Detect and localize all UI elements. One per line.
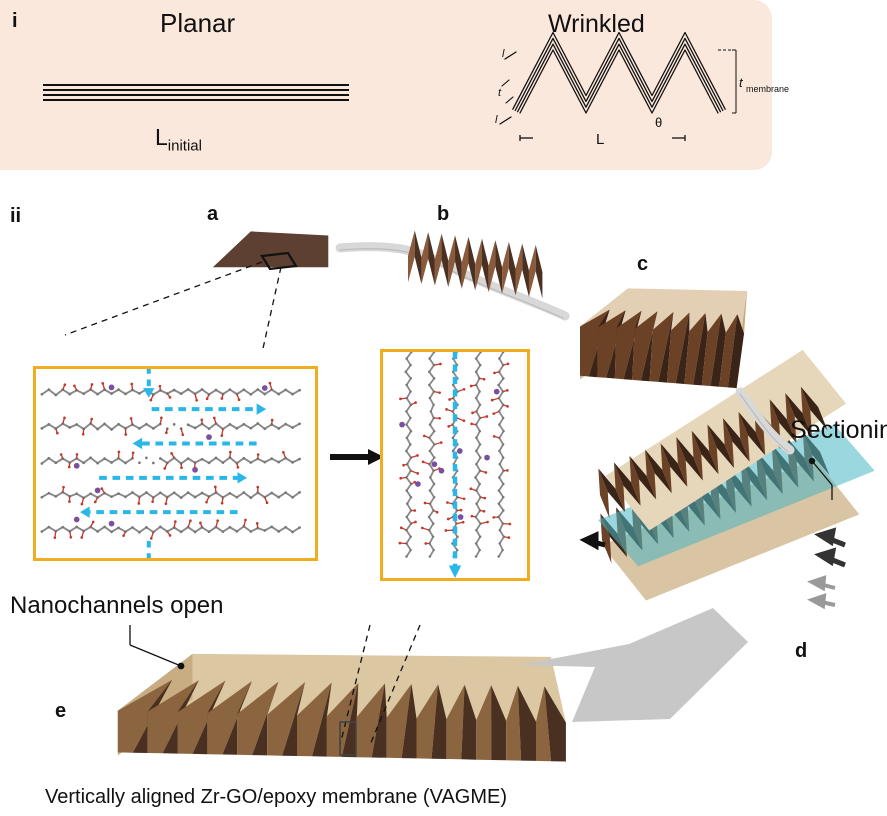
svg-text:Sectioning: Sectioning — [790, 416, 887, 444]
svg-text:l: l — [502, 48, 505, 60]
svg-text:t: t — [498, 87, 502, 99]
svg-text:l: l — [495, 114, 498, 126]
svg-text:membrane: membrane — [746, 84, 789, 94]
svg-text:θ: θ — [655, 115, 662, 130]
svg-text:t: t — [739, 75, 744, 90]
svg-text:L: L — [596, 131, 604, 148]
